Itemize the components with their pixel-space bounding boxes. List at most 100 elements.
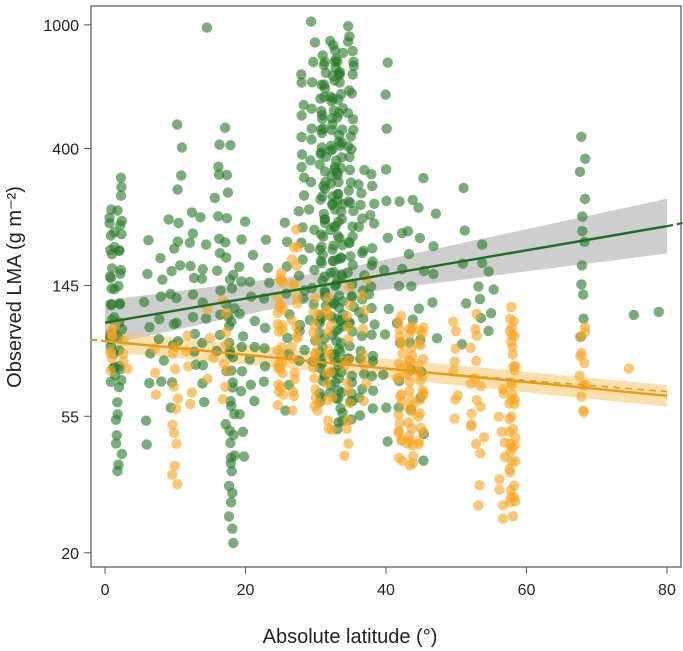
- data-point: [280, 405, 291, 416]
- data-point: [448, 316, 459, 327]
- data-point: [393, 426, 405, 437]
- data-point: [316, 142, 327, 153]
- data-point: [303, 204, 315, 215]
- data-point: [367, 243, 378, 254]
- data-point: [296, 131, 307, 143]
- data-point: [236, 234, 247, 245]
- data-point: [172, 479, 183, 490]
- data-point: [214, 139, 225, 150]
- data-point: [168, 427, 180, 438]
- data-point: [249, 315, 260, 327]
- y-tick-label: 55: [61, 409, 79, 426]
- data-point: [407, 321, 418, 332]
- y-tick-label: 400: [52, 142, 79, 159]
- data-point: [154, 313, 165, 325]
- data-point: [114, 245, 125, 256]
- data-point: [473, 281, 484, 292]
- x-tick-label: 80: [658, 582, 676, 599]
- data-point: [308, 362, 319, 373]
- data-point: [335, 162, 346, 174]
- data-point: [322, 343, 334, 355]
- data-point: [168, 381, 179, 392]
- data-point: [346, 290, 358, 302]
- x-tick-label: 40: [377, 582, 395, 599]
- data-point: [225, 497, 237, 508]
- data-point: [415, 422, 426, 434]
- data-point: [328, 266, 339, 278]
- data-point: [225, 140, 236, 151]
- data-point: [413, 436, 424, 447]
- data-point: [337, 124, 348, 135]
- data-point: [576, 279, 587, 290]
- data-point: [314, 159, 325, 170]
- data-point: [577, 211, 588, 222]
- data-point: [381, 123, 392, 134]
- data-point: [475, 380, 486, 392]
- data-point: [221, 213, 233, 224]
- data-point: [195, 212, 206, 223]
- data-point: [488, 284, 499, 295]
- data-point: [406, 395, 417, 406]
- data-point: [197, 337, 208, 349]
- data-point: [393, 357, 405, 369]
- data-point: [296, 149, 308, 160]
- data-point: [116, 375, 127, 386]
- data-point: [507, 389, 518, 400]
- data-point: [182, 330, 193, 341]
- data-point: [310, 292, 321, 304]
- data-point: [249, 341, 260, 353]
- data-point: [407, 194, 418, 206]
- data-point: [140, 415, 152, 426]
- data-point: [235, 386, 247, 397]
- data-point: [259, 343, 270, 354]
- data-point: [172, 236, 184, 247]
- data-point: [368, 218, 380, 229]
- data-point: [406, 281, 417, 292]
- data-point: [418, 322, 429, 333]
- data-point: [308, 306, 319, 317]
- data-point: [186, 207, 198, 218]
- data-point: [184, 237, 196, 248]
- data-point: [111, 430, 123, 441]
- data-point: [343, 185, 354, 196]
- data-point: [356, 188, 367, 199]
- data-point: [470, 324, 481, 335]
- regression-line-2: [104, 339, 668, 398]
- data-point: [306, 77, 318, 88]
- data-point: [493, 411, 505, 422]
- data-point: [497, 383, 509, 395]
- data-point: [298, 190, 310, 201]
- data-point: [310, 392, 322, 403]
- data-point: [317, 50, 328, 61]
- data-point: [245, 379, 256, 390]
- data-point: [226, 466, 237, 477]
- data-point: [356, 290, 368, 301]
- data-point: [222, 187, 234, 198]
- data-point: [110, 438, 122, 449]
- data-point: [348, 205, 359, 217]
- data-point: [336, 152, 347, 163]
- data-point: [460, 298, 472, 309]
- data-point: [403, 248, 415, 260]
- data-point: [227, 523, 238, 534]
- data-point: [318, 59, 330, 71]
- data-point: [296, 77, 307, 88]
- data-point: [402, 226, 414, 237]
- data-point: [153, 333, 165, 345]
- data-point: [236, 276, 247, 287]
- data-point: [404, 385, 415, 397]
- data-point: [579, 322, 591, 333]
- data-point: [200, 313, 212, 324]
- data-point: [174, 260, 186, 271]
- data-point: [431, 333, 443, 344]
- data-point: [188, 272, 200, 284]
- data-point: [325, 91, 336, 102]
- data-point: [475, 401, 486, 412]
- data-point: [404, 376, 415, 388]
- data-point: [343, 281, 355, 292]
- data-point: [291, 224, 302, 235]
- data-point: [466, 419, 477, 430]
- data-point: [345, 251, 356, 262]
- data-point: [113, 280, 124, 292]
- data-point: [357, 323, 369, 335]
